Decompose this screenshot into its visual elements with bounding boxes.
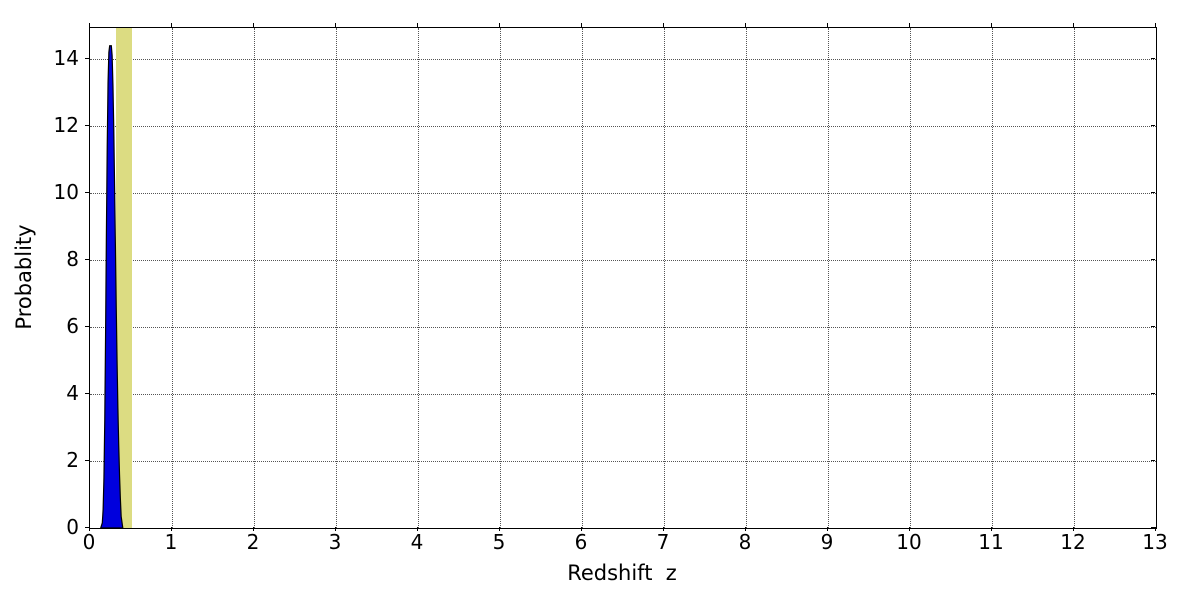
y-tick-mark	[1151, 393, 1155, 395]
gridline-vertical	[992, 28, 993, 528]
x-tick-mark	[171, 23, 172, 27]
gridline-vertical	[582, 28, 583, 528]
y-tick-mark	[1151, 192, 1155, 194]
gridline-horizontal	[90, 461, 1156, 463]
x-tick-mark	[1073, 527, 1074, 531]
x-tick-mark	[827, 527, 828, 531]
x-tick-mark	[499, 23, 500, 27]
y-tick-mark	[85, 326, 89, 328]
y-tick-mark	[1151, 460, 1155, 462]
x-tick-mark	[991, 527, 992, 531]
y-tick-mark	[1151, 527, 1155, 528]
y-tick-mark	[85, 58, 89, 60]
redshift-probability-curve	[90, 28, 1156, 528]
y-tick-mark	[85, 125, 89, 127]
y-tick-label: 8	[66, 247, 79, 272]
x-tick-mark	[499, 527, 500, 531]
y-tick-mark	[85, 527, 89, 528]
gridline-vertical	[910, 28, 911, 528]
x-tick-mark	[991, 23, 992, 27]
gridline-vertical	[1074, 28, 1075, 528]
y-tick-label: 14	[53, 46, 79, 71]
y-tick-mark	[1151, 125, 1155, 127]
gridline-vertical	[172, 28, 173, 528]
x-tick-label: 0	[82, 530, 96, 554]
y-tick-mark	[85, 460, 89, 462]
y-tick-label: 6	[66, 314, 79, 339]
plot-area	[89, 27, 1157, 529]
y-tick-mark	[85, 259, 89, 261]
confidence-band-layer	[90, 28, 1156, 528]
data-layer	[90, 28, 1156, 528]
gridline-vertical	[664, 28, 665, 528]
x-tick-label: 10	[896, 530, 922, 554]
y-tick-label: 10	[53, 180, 79, 205]
gridline-horizontal	[90, 193, 1156, 195]
x-tick-mark	[253, 527, 254, 531]
x-tick-mark	[89, 527, 90, 531]
x-tick-mark	[581, 23, 582, 27]
gridline-vertical	[254, 28, 255, 528]
y-tick-mark	[1151, 326, 1155, 328]
gridline-vertical	[746, 28, 747, 528]
x-tick-mark	[909, 527, 910, 531]
y-tick-label: 0	[66, 515, 79, 539]
gridline-horizontal	[90, 394, 1156, 396]
x-tick-label: 6	[574, 530, 588, 554]
x-tick-label: 5	[492, 530, 506, 554]
y-tick-label: 4	[66, 381, 79, 406]
x-tick-mark	[335, 527, 336, 531]
x-tick-mark	[1155, 23, 1156, 27]
y-tick-mark	[85, 393, 89, 395]
x-tick-label: 1	[164, 530, 178, 554]
x-tick-mark	[745, 23, 746, 27]
x-tick-label: 11	[978, 530, 1004, 554]
gridline-vertical	[828, 28, 829, 528]
x-tick-mark	[581, 527, 582, 531]
x-tick-label: 2	[246, 530, 260, 554]
x-tick-mark	[1073, 23, 1074, 27]
x-tick-mark	[417, 527, 418, 531]
x-tick-label: 7	[656, 530, 670, 554]
x-tick-label: 4	[410, 530, 424, 554]
x-tick-mark	[663, 23, 664, 27]
x-tick-label: 9	[820, 530, 834, 554]
y-tick-mark	[1151, 259, 1155, 261]
x-tick-label: 3	[328, 530, 342, 554]
x-tick-mark	[417, 23, 418, 27]
x-tick-mark	[745, 527, 746, 531]
y-tick-mark	[1151, 58, 1155, 60]
x-tick-mark	[663, 527, 664, 531]
gridline-horizontal	[90, 59, 1156, 61]
gridline-vertical	[418, 28, 419, 528]
y-tick-label: 2	[66, 448, 79, 473]
y-tick-label: 12	[53, 113, 79, 138]
x-tick-label: 13	[1142, 530, 1168, 554]
gridline-horizontal	[90, 126, 1156, 128]
x-tick-mark	[171, 527, 172, 531]
x-axis-label: Redshift z	[567, 561, 677, 585]
x-tick-label: 12	[1060, 530, 1086, 554]
gridline-horizontal	[90, 260, 1156, 262]
gridline-vertical	[336, 28, 337, 528]
x-tick-mark	[1155, 527, 1156, 531]
gridlines	[90, 28, 1156, 528]
gridline-horizontal	[90, 327, 1156, 329]
x-tick-mark	[335, 23, 336, 27]
gridline-vertical	[500, 28, 501, 528]
x-tick-mark	[253, 23, 254, 27]
pdf-filled-area	[101, 46, 123, 528]
x-tick-mark	[89, 23, 90, 27]
y-axis-label: Probablity	[12, 224, 36, 330]
x-tick-mark	[827, 23, 828, 27]
x-tick-label: 8	[738, 530, 752, 554]
y-tick-mark	[85, 192, 89, 194]
x-tick-mark	[909, 23, 910, 27]
confidence-band	[116, 28, 132, 528]
